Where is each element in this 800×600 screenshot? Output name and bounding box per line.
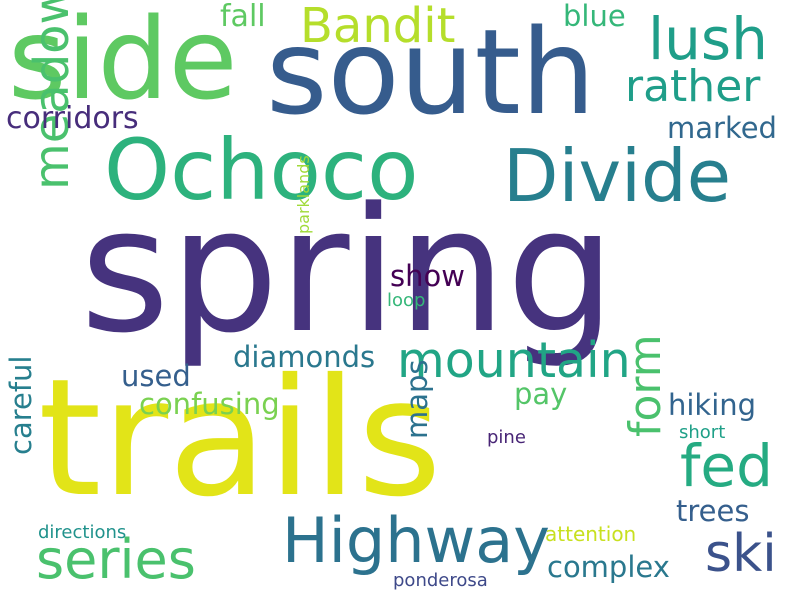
word-bandit: Bandit (300, 0, 456, 54)
word-complex: complex (547, 550, 670, 584)
word-spring: spring (80, 170, 616, 371)
word-side: side (8, 0, 238, 125)
word-short: short (679, 422, 726, 443)
word-pine: pine (487, 427, 526, 448)
word-trails: trails (38, 345, 442, 533)
word-rather: rather (625, 61, 761, 112)
word-ponderosa: ponderosa (393, 570, 488, 591)
word-used: used (121, 359, 191, 393)
word-mountain: mountain (397, 332, 631, 389)
word-maps: maps (400, 359, 434, 439)
word-blue: blue (563, 0, 626, 33)
word-highway: Highway (282, 504, 550, 577)
word-lush: lush (648, 5, 768, 73)
word-attention: attention (545, 522, 637, 546)
word-ochoco: Ochoco (104, 121, 419, 219)
word-diamonds: diamonds (233, 340, 376, 374)
word-divide: Divide (503, 134, 732, 218)
word-confusing: confusing (139, 387, 280, 421)
word-series: series (36, 528, 196, 591)
word-pay: pay (514, 377, 568, 411)
word-corridors: corridors (6, 101, 139, 136)
word-show: show (390, 259, 465, 293)
word-form: form (620, 334, 671, 437)
word-careful: careful (4, 355, 38, 456)
word-parklands: parklands (294, 155, 313, 234)
word-hiking: hiking (668, 388, 757, 422)
word-fed: fed (680, 432, 773, 500)
word-fall: fall (220, 0, 266, 34)
word-directions: directions (38, 522, 127, 543)
word-meadows: meadows (24, 0, 80, 190)
word-trees: trees (676, 494, 750, 528)
word-marked: marked (667, 111, 777, 145)
word-south: south (266, 3, 596, 141)
word-loop: loop (387, 290, 426, 311)
word-ski: ski (705, 524, 777, 584)
